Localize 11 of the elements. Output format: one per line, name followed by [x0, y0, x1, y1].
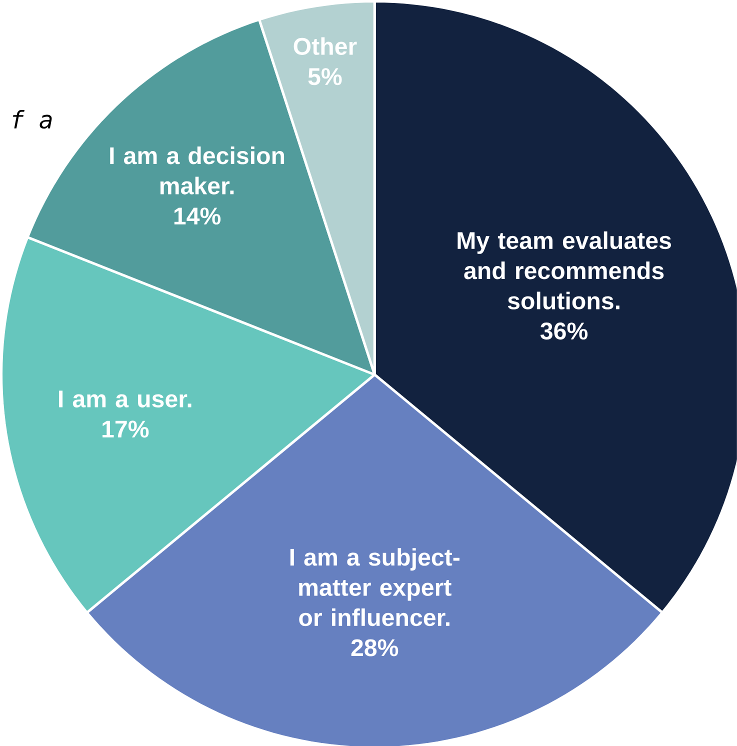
- slice-label: Other: [294, 37, 357, 55]
- data-label: 36%: [540, 322, 588, 340]
- slice-label: I am a decision maker.: [110, 146, 284, 194]
- data-label: 28%: [351, 639, 398, 656]
- slice-label: I am a user.: [59, 390, 192, 408]
- slice-label: I am a subject-matter expert or influencer.: [290, 548, 460, 626]
- text: f a: [13, 110, 52, 129]
- data-label: 14%: [174, 208, 221, 225]
- data-label: 17%: [102, 420, 149, 438]
- data-label: 5%: [308, 68, 342, 86]
- slice-label: My team evaluates and recommends solutions.: [458, 231, 672, 310]
